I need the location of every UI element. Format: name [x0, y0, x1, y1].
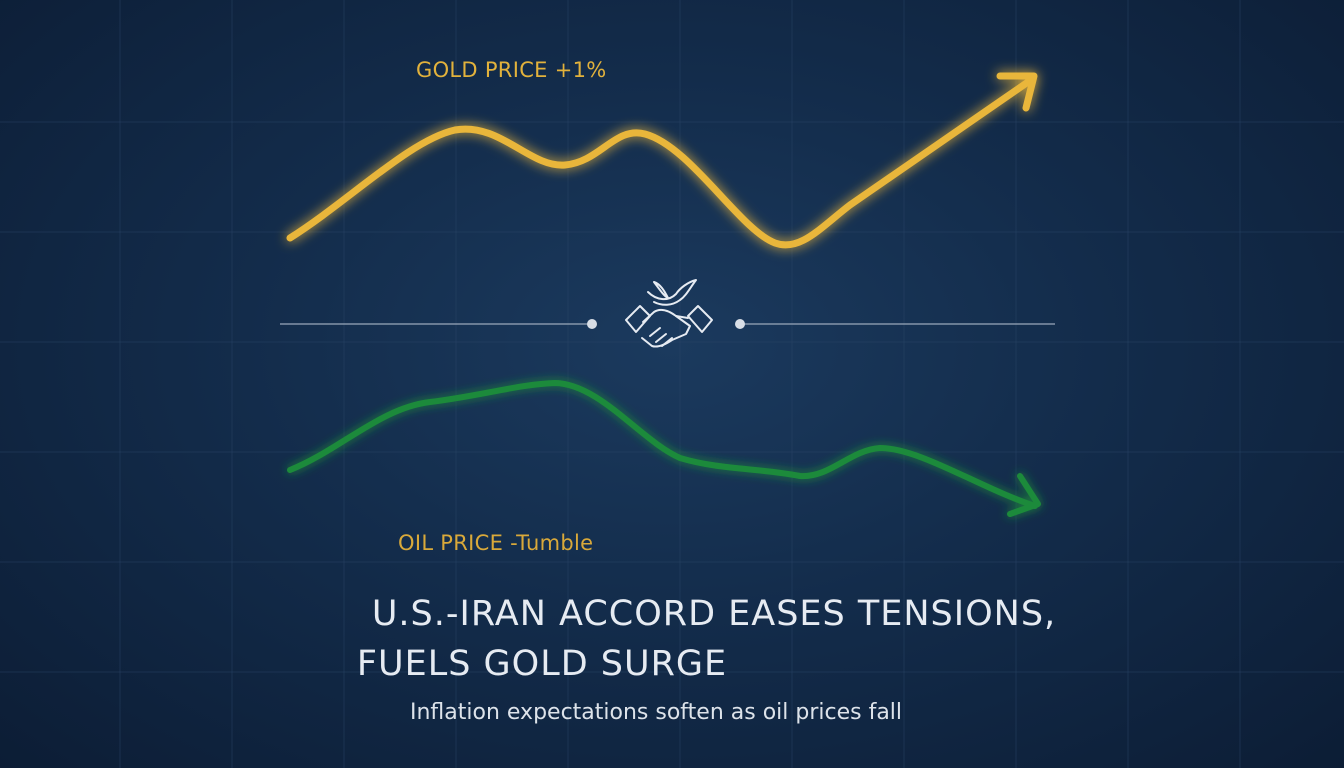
- headline-line-2-text: FUELS GOLD SURGE: [356, 644, 728, 684]
- subtitle: Inflation expectations soften as oil pri…: [410, 700, 903, 725]
- gold-price-line: [286, 72, 1038, 249]
- handshake-with-dove-icon: [625, 279, 713, 348]
- headline-line-1: U.S.-IRAN ACCORD EASES TENSIONS,: [371, 594, 1057, 634]
- oil-price-line: [287, 380, 1041, 517]
- gold-price-label: GOLD PRICE +1%: [416, 58, 607, 82]
- headline-line-2: FUELS GOLD SURGE: [0, 640, 1342, 688]
- center-divider: [280, 319, 1055, 329]
- oil-price-label: OIL PRICE -Tumble: [398, 531, 594, 555]
